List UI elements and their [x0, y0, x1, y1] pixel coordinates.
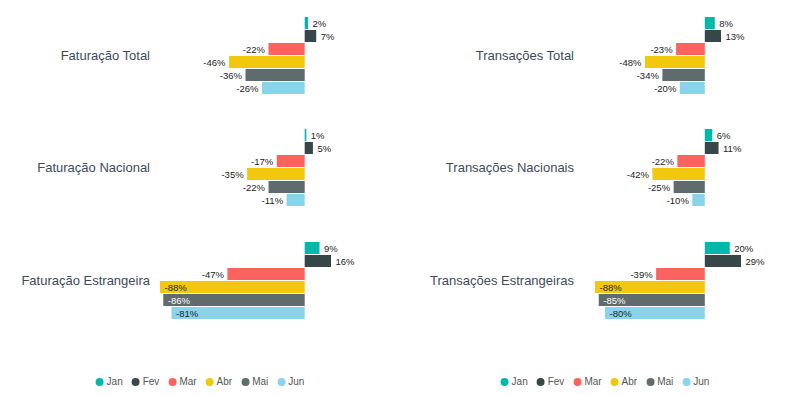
svg-text:-35%: -35% — [221, 169, 244, 180]
svg-text:-22%: -22% — [652, 156, 675, 167]
html-text:Faturação Nacional: Faturação Nacional — [37, 159, 150, 175]
svg-text:2%: 2% — [312, 18, 326, 29]
svg-text:6%: 6% — [717, 130, 731, 141]
html-text:Abr: Abr — [216, 376, 233, 387]
svg-text:5%: 5% — [317, 143, 331, 154]
html-text:Mar: Mar — [584, 376, 602, 387]
svg-text:-22%: -22% — [243, 182, 266, 193]
svg-text:-20%: -20% — [654, 83, 677, 94]
html-text:Transações Estrangeiras: Transações Estrangeiras — [430, 272, 574, 288]
html-text:Transações Nacionais: Transações Nacionais — [445, 159, 574, 175]
html-text:Jan: Jan — [511, 376, 528, 387]
svg-text:13%: 13% — [726, 31, 746, 42]
svg-text:-80%: -80% — [609, 308, 632, 319]
svg-text:-85%: -85% — [603, 295, 626, 306]
svg-text:-22%: -22% — [243, 44, 266, 55]
svg-text:-88%: -88% — [600, 282, 623, 293]
svg-text:-36%: -36% — [220, 70, 243, 81]
svg-text:-26%: -26% — [236, 83, 259, 94]
html-text:Jun: Jun — [288, 376, 305, 387]
svg-text:-17%: -17% — [251, 156, 274, 167]
svg-text:9%: 9% — [324, 243, 338, 254]
html-text:Mar: Mar — [179, 376, 197, 387]
svg-text:-88%: -88% — [165, 282, 188, 293]
svg-text:-86%: -86% — [168, 295, 191, 306]
svg-text:29%: 29% — [746, 256, 766, 267]
html-text:Mai: Mai — [252, 376, 269, 387]
html-text:Mai: Mai — [657, 376, 674, 387]
svg-text:11%: 11% — [723, 143, 742, 154]
svg-text:-23%: -23% — [650, 44, 673, 55]
svg-text:8%: 8% — [719, 18, 733, 29]
svg-text:1%: 1% — [311, 130, 325, 141]
svg-text:-34%: -34% — [637, 70, 660, 81]
svg-text:-25%: -25% — [648, 182, 671, 193]
html-text:Fev: Fev — [547, 376, 565, 387]
svg-text:-46%: -46% — [203, 57, 226, 68]
html-text:Faturação Total: Faturação Total — [60, 47, 150, 63]
svg-text:-39%: -39% — [630, 269, 653, 280]
html-text:Jun: Jun — [693, 376, 710, 387]
svg-text:20%: 20% — [734, 243, 754, 254]
svg-text:7%: 7% — [321, 31, 335, 42]
html-text:Fev: Fev — [142, 376, 160, 387]
svg-text:-11%: -11% — [262, 195, 284, 206]
html-text:Transações Total: Transações Total — [475, 47, 574, 63]
html-text:Jan: Jan — [106, 376, 123, 387]
html-text:Faturação Estrangeira: Faturação Estrangeira — [21, 272, 150, 288]
svg-text:-81%: -81% — [176, 308, 199, 319]
svg-text:16%: 16% — [336, 256, 356, 267]
html-text:Abr: Abr — [621, 376, 638, 387]
svg-text:-10%: -10% — [667, 195, 690, 206]
svg-text:-47%: -47% — [202, 269, 225, 280]
svg-text:-42%: -42% — [627, 169, 650, 180]
svg-text:-48%: -48% — [619, 57, 642, 68]
